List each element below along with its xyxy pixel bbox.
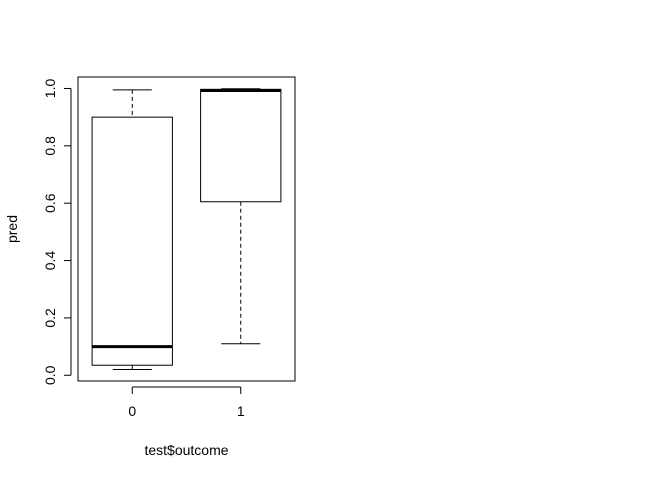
x-tick-label: 0 xyxy=(128,403,136,419)
y-axis: 0.0 0.2 0.4 0.6 0.8 1.0 xyxy=(42,79,72,385)
y-tick-label: 0.2 xyxy=(42,308,58,328)
x-axis-label: test$outcome xyxy=(144,442,228,458)
box-0 xyxy=(91,89,173,371)
y-axis-label: pred xyxy=(4,215,20,243)
y-tick-label: 0.0 xyxy=(42,365,58,385)
boxes xyxy=(91,88,282,371)
y-tick-label: 0.6 xyxy=(42,193,58,213)
box-1 xyxy=(200,88,282,345)
y-tick-label: 0.8 xyxy=(42,136,58,156)
box-iqr xyxy=(91,116,173,366)
box-iqr xyxy=(200,88,282,203)
y-tick-label: 1.0 xyxy=(42,79,58,99)
x-tick-label: 1 xyxy=(237,403,245,419)
plot-frame xyxy=(77,76,296,382)
y-tick-label: 0.4 xyxy=(42,251,58,271)
